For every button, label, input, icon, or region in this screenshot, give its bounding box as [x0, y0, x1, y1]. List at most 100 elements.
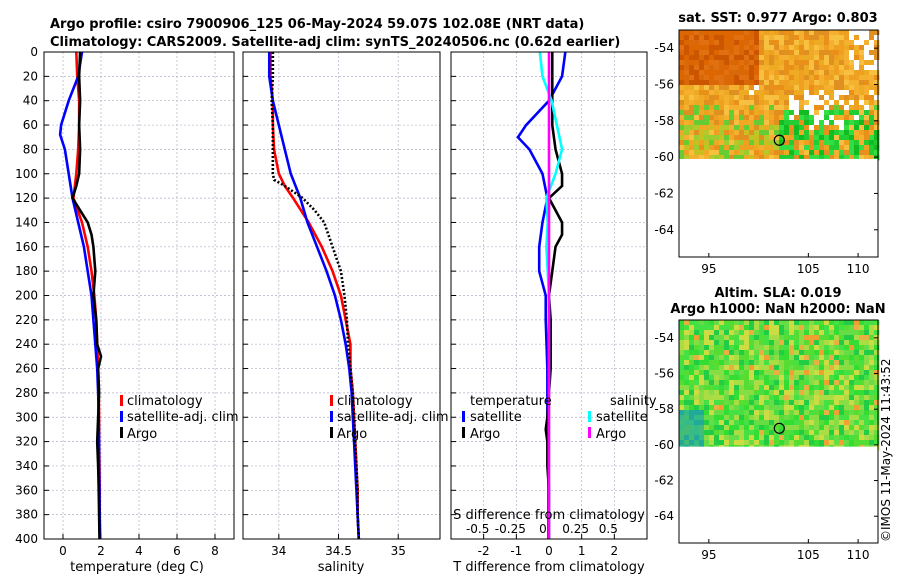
map-cell	[704, 355, 710, 361]
map-cell	[829, 150, 835, 156]
map-cell	[864, 345, 870, 351]
map-cell	[844, 335, 850, 341]
map-cell	[829, 45, 835, 51]
map-cell	[829, 125, 835, 131]
map-cell	[839, 390, 845, 396]
map-cell	[814, 105, 820, 111]
map-cell	[869, 435, 875, 441]
map-cell	[834, 410, 840, 416]
map-cell	[814, 120, 820, 126]
map-cell	[699, 65, 705, 71]
map-cell	[809, 120, 815, 126]
map-cell	[694, 30, 700, 36]
map-cell	[694, 135, 700, 141]
map-cell	[714, 75, 720, 81]
map-cell	[684, 155, 690, 161]
map-cell	[754, 50, 760, 56]
map-cell	[699, 325, 705, 331]
map-cell	[869, 415, 875, 421]
map-cell	[684, 410, 690, 416]
map-cell	[709, 135, 715, 141]
map-cell	[864, 135, 870, 141]
map-cell	[869, 60, 875, 66]
map-cell	[774, 425, 780, 431]
map-cell	[714, 365, 720, 371]
legend-title-temperature: temperature	[470, 394, 552, 409]
map-cell	[834, 40, 840, 46]
map-cell	[799, 140, 805, 146]
map-cell	[739, 145, 745, 151]
map-cell	[804, 360, 810, 366]
map-cell	[804, 440, 810, 446]
map-cell	[744, 75, 750, 81]
map-cell	[854, 150, 860, 156]
map-cell	[779, 355, 785, 361]
map-cell	[684, 330, 690, 336]
map-cell	[699, 415, 705, 421]
map-cell	[869, 420, 875, 426]
map-cell	[724, 375, 730, 381]
map-cell	[814, 115, 820, 121]
map-cell	[729, 65, 735, 71]
map-cell	[684, 370, 690, 376]
map-cell	[689, 70, 695, 76]
map-cell	[769, 65, 775, 71]
map-cell	[724, 425, 730, 431]
map-cell	[724, 410, 730, 416]
map-cell	[864, 325, 870, 331]
map-cell	[719, 370, 725, 376]
map-cell	[869, 325, 875, 331]
map-cell	[689, 125, 695, 131]
map-cell	[769, 135, 775, 141]
map-cell	[839, 420, 845, 426]
map-cell	[804, 50, 810, 56]
map-cell	[854, 330, 860, 336]
map-cell	[829, 55, 835, 61]
map-cell	[849, 390, 855, 396]
map-cell	[714, 375, 720, 381]
map-cell	[849, 370, 855, 376]
map-cell	[734, 350, 740, 356]
map-cell	[734, 380, 740, 386]
map-cell	[849, 75, 855, 81]
map-cell	[794, 150, 800, 156]
map-cell	[744, 330, 750, 336]
map-cell	[854, 395, 860, 401]
map-cell	[749, 85, 755, 91]
map-cell	[754, 385, 760, 391]
map-cell	[754, 100, 760, 106]
map-cell	[779, 405, 785, 411]
map-cell	[719, 60, 725, 66]
map-cell	[854, 435, 860, 441]
map-cell	[819, 135, 825, 141]
map-cell	[774, 110, 780, 116]
y-tick-label: 180	[15, 264, 38, 278]
map-cell	[689, 30, 695, 36]
map-cell	[814, 410, 820, 416]
map-cell	[864, 335, 870, 341]
map-cell	[839, 430, 845, 436]
map-cell	[784, 375, 790, 381]
map-cell	[719, 100, 725, 106]
map-cell	[764, 390, 770, 396]
map-cell	[739, 110, 745, 116]
map-cell	[864, 55, 870, 61]
map-cell	[719, 35, 725, 41]
map-cell	[714, 360, 720, 366]
map-cell	[729, 335, 735, 341]
map-cell	[779, 325, 785, 331]
map-cell	[804, 375, 810, 381]
map-cell	[864, 65, 870, 71]
map-cell	[714, 65, 720, 71]
map-cell	[734, 420, 740, 426]
map-cell	[744, 405, 750, 411]
map-cell	[794, 430, 800, 436]
map-cell	[869, 340, 875, 346]
map-cell	[784, 40, 790, 46]
map-cell	[844, 130, 850, 136]
map-cell	[804, 355, 810, 361]
map-cell	[709, 55, 715, 61]
map-cell	[769, 425, 775, 431]
map-cell	[699, 340, 705, 346]
map-cell	[689, 85, 695, 91]
